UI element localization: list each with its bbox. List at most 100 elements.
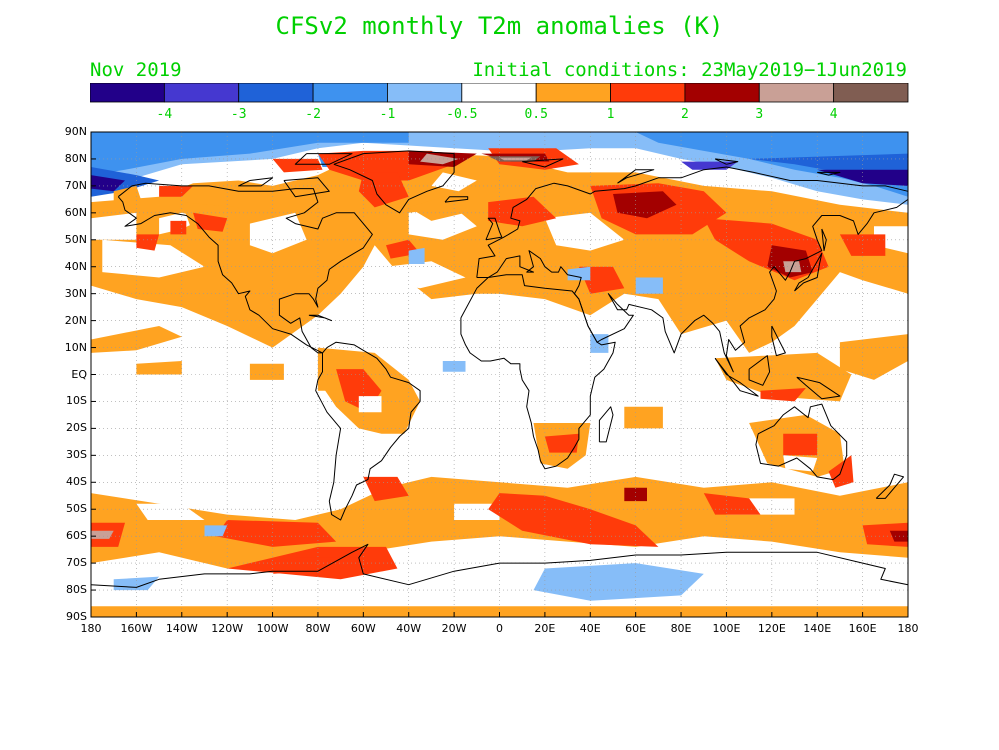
lat-tick-label: 60N	[64, 205, 87, 219]
warm-region-southern-ocean	[624, 487, 647, 502]
warm-region-tropics	[839, 334, 908, 380]
lat-tick-label: 30S	[66, 448, 87, 462]
initial-conditions: Initial conditions: 23May2019−1Jun2019	[472, 59, 907, 81]
axis-ticks	[90, 131, 909, 618]
lat-tick-label: 10S	[66, 394, 87, 408]
colorbar-label: -1	[380, 107, 396, 122]
lat-tick-label: 50S	[66, 502, 87, 516]
coastline	[714, 158, 739, 165]
neutral-region	[454, 503, 500, 520]
warm-region-nh	[193, 212, 228, 232]
coastline	[771, 325, 786, 357]
neutral-region	[488, 334, 557, 375]
warm-region-tropics	[624, 406, 663, 429]
coastline	[875, 473, 904, 499]
neutral-region	[91, 212, 137, 240]
colorbar-label: -0.5	[446, 107, 477, 122]
cold-region	[567, 266, 591, 281]
warm-region-southern-ocean	[215, 520, 337, 547]
warm-region-southern-ocean	[91, 530, 114, 539]
warm-region-nh	[488, 196, 557, 227]
coastline	[617, 169, 655, 184]
coastline	[522, 158, 564, 168]
warm-region-nh	[408, 196, 466, 221]
coastline	[460, 274, 616, 470]
neutral-region	[91, 563, 908, 607]
coastline	[315, 341, 421, 521]
warm-region-aus	[783, 433, 818, 456]
coastline	[283, 177, 330, 198]
neutral-region	[358, 396, 382, 413]
cold-region-arctic	[91, 132, 409, 176]
warm-region-antarctica	[91, 606, 908, 617]
warm-region-nh	[159, 185, 194, 197]
lon-tick-label: 160W	[120, 622, 153, 635]
warm-region-nh	[136, 234, 160, 251]
coastline	[476, 166, 909, 278]
warm-region-southern-ocean	[889, 530, 908, 542]
cold-region-arctic	[817, 169, 908, 186]
warm-region-tropics	[760, 388, 806, 402]
warm-region-southern-ocean	[488, 493, 659, 547]
lon-tick-label: 180	[80, 622, 102, 635]
lat-tick-label: 90N	[64, 125, 87, 138]
gridlines	[91, 132, 908, 617]
lat-tick-label: 60S	[66, 529, 87, 543]
coastline	[294, 153, 353, 165]
neutral-region	[386, 261, 466, 289]
coastline	[796, 376, 841, 400]
coastline	[476, 198, 909, 373]
forecast-month: Nov 2019	[90, 59, 182, 81]
cold-region-antarctica	[533, 563, 704, 601]
warm-region-nh	[170, 220, 187, 235]
coastline	[238, 177, 274, 187]
lat-tick-label: 90S	[66, 610, 87, 623]
lon-tick-label: 60W	[350, 622, 376, 635]
cold-region-arctic	[91, 175, 125, 192]
warm-region-nh	[272, 158, 323, 173]
lat-tick-label: 40S	[66, 475, 87, 489]
lon-tick-label: 140E	[803, 622, 832, 635]
coastline	[308, 314, 333, 322]
cold-region	[635, 277, 663, 294]
lon-tick-label: 100E	[712, 622, 741, 635]
lat-tick-label: 70N	[64, 178, 87, 192]
anomaly-map	[90, 131, 909, 618]
lon-tick-label: 160E	[848, 622, 877, 635]
lat-tick-label: 80N	[64, 151, 87, 165]
lat-tick-label: 20N	[64, 313, 87, 327]
neutral-region	[136, 503, 205, 520]
coastline	[333, 150, 455, 214]
neutral-region	[431, 172, 477, 192]
lat-tick-label: 20S	[66, 421, 87, 435]
warm-region-nh	[358, 172, 409, 208]
colorbar-label: -4	[157, 107, 173, 122]
coastline	[755, 403, 848, 481]
coastline	[444, 196, 469, 203]
warm-region-tropics	[136, 361, 182, 375]
lon-tick-label: 80E	[670, 622, 692, 635]
colorbar: -4 -3 -2 -1 -0.5 0.5 1 2 3 4	[90, 83, 909, 122]
lat-tick-label: EQ	[71, 367, 87, 381]
colorbar-label: 2	[681, 107, 689, 122]
coastlines	[90, 150, 909, 588]
lon-tick-label: 100W	[256, 622, 289, 635]
colorbar-label: 3	[755, 107, 763, 122]
neutral-region	[102, 239, 205, 278]
lat-tick-label: 50N	[64, 232, 87, 246]
coastline	[821, 228, 827, 252]
warm-region-tropics	[91, 326, 182, 353]
coastline	[117, 182, 373, 354]
colorbar-label: -2	[305, 107, 321, 122]
coastline	[90, 543, 909, 588]
lat-tick-label: 10N	[64, 340, 87, 354]
coastline	[598, 406, 614, 443]
neutral-region	[544, 212, 625, 251]
coastline	[485, 217, 503, 241]
warm-region-africa	[544, 433, 579, 453]
lon-tick-label: 20W	[441, 622, 467, 635]
lat-tick-label: 30N	[64, 286, 87, 300]
lat-tick-label: 70S	[66, 556, 87, 570]
coastline	[714, 357, 759, 397]
